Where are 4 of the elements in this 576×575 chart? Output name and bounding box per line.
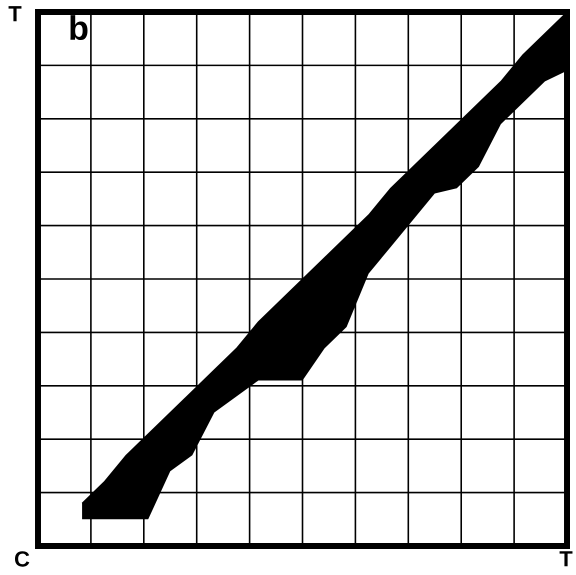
y-axis-title: T <box>8 6 22 22</box>
x-axis-title: T <box>560 551 572 566</box>
chart-title: b <box>70 15 88 40</box>
text: C <box>14 551 30 567</box>
